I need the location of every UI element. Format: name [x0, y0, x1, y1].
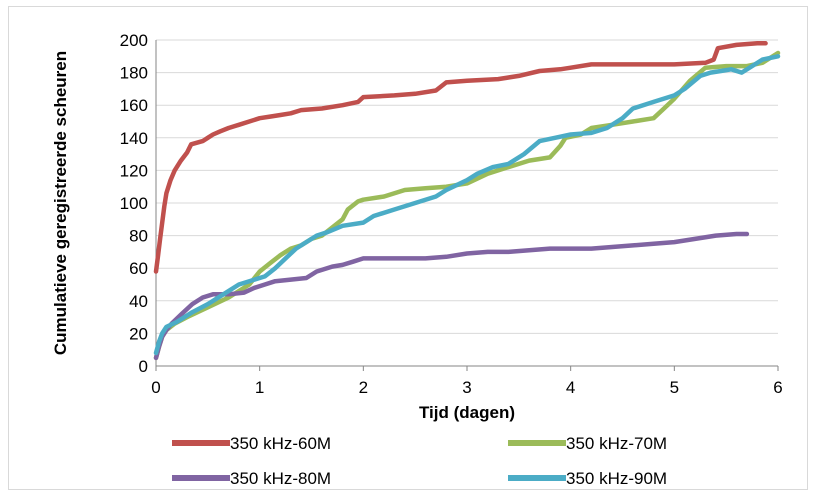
x-tick-label: 3 [462, 378, 471, 397]
y-tick-label: 200 [120, 31, 148, 50]
x-tick-label: 5 [670, 378, 679, 397]
y-tick-label: 180 [120, 64, 148, 83]
x-axis-title: Tijd (dagen) [419, 403, 515, 422]
y-tick-label: 0 [139, 357, 148, 376]
x-tick-label: 6 [773, 378, 782, 397]
y-tick-label: 100 [120, 194, 148, 213]
series-lines [153, 41, 781, 361]
legend-item: 350 kHz-90M [508, 469, 667, 488]
series-line-0 [153, 41, 768, 274]
x-tick-label: 0 [151, 378, 160, 397]
series-line-2 [153, 231, 750, 361]
x-tick-label: 1 [255, 378, 264, 397]
series-line-3 [153, 54, 781, 356]
legend-item: 350 kHz-80M [172, 469, 331, 488]
legend: 350 kHz-60M 350 kHz-70M 350 kHz-80M 350 kHz… [172, 434, 667, 488]
x-tick-label: 4 [566, 378, 575, 397]
y-tick-label: 80 [129, 227, 148, 246]
axes [155, 40, 779, 371]
gridlines [156, 39, 778, 334]
legend-label: 350 kHz-60M [230, 434, 331, 453]
legend-label: 350 kHz-70M [566, 434, 667, 453]
y-tick-labels: 0 20 40 60 80 100 120 140 160 180 200 [120, 31, 148, 376]
y-tick-label: 120 [120, 161, 148, 180]
series-line-1 [153, 50, 781, 361]
y-axis-title: Cumulatieve geregistreerde scheuren [51, 51, 70, 355]
y-tick-label: 140 [120, 129, 148, 148]
legend-label: 350 kHz-90M [566, 469, 667, 488]
legend-item: 350 kHz-60M [172, 434, 331, 453]
y-tick-label: 40 [129, 292, 148, 311]
legend-label: 350 kHz-80M [230, 469, 331, 488]
chart-area [8, 6, 808, 490]
x-tick-labels: 0 1 2 3 4 5 6 [151, 378, 782, 397]
y-tick-label: 60 [129, 259, 148, 278]
y-tick-label: 20 [129, 324, 148, 343]
y-tick-label: 160 [120, 96, 148, 115]
x-tick-label: 2 [359, 378, 368, 397]
legend-item: 350 kHz-70M [508, 434, 667, 453]
